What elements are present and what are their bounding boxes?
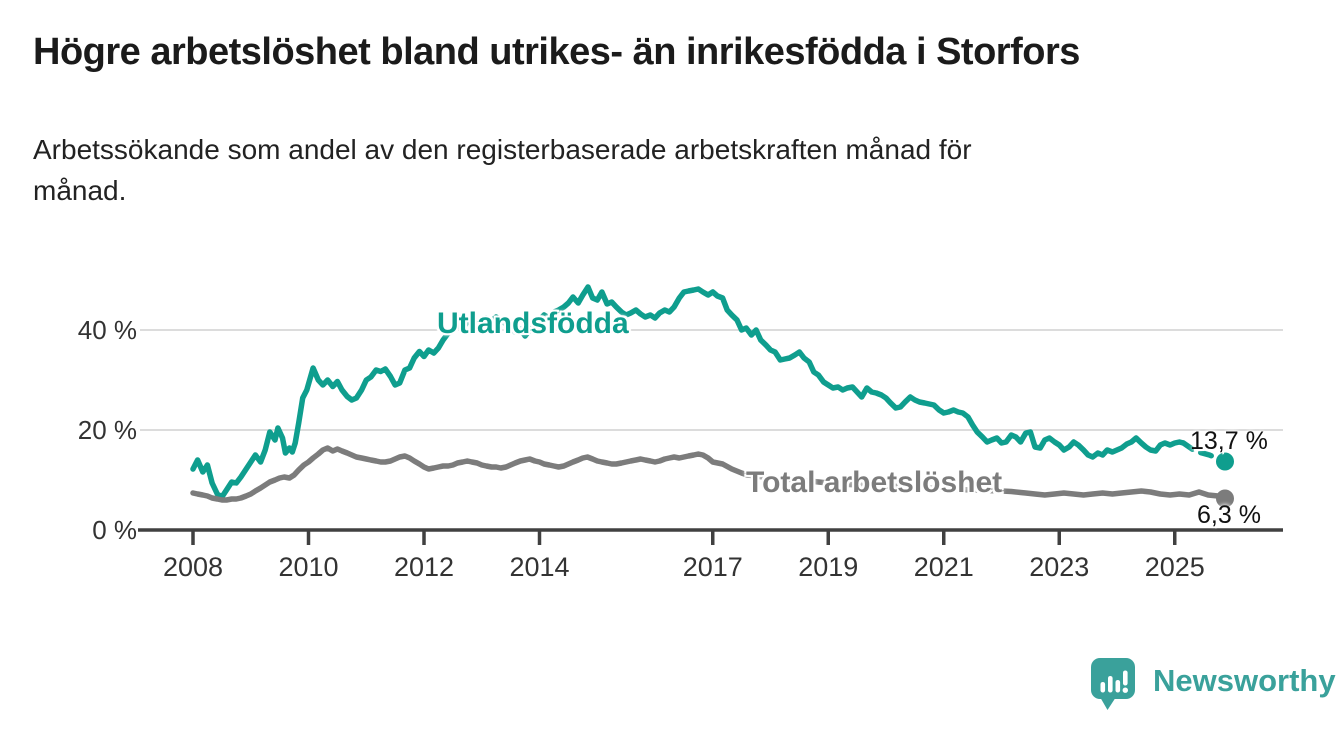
x-axis-tick-label: 2017 <box>683 552 743 582</box>
logo-exclamation-bar <box>1123 670 1128 686</box>
x-axis-tick-label: 2008 <box>163 552 223 582</box>
x-axis-tick-label: 2023 <box>1029 552 1089 582</box>
x-axis-tick-label: 2025 <box>1145 552 1205 582</box>
subtitle-line-2: månad. <box>33 174 127 206</box>
logo-bar-2 <box>1108 676 1113 693</box>
series-label-utlandsfodda: Utlandsfödda <box>437 307 629 340</box>
logo-bubble-tail <box>1100 697 1116 710</box>
end-value-label-utlandsfodda: 13,7 % <box>1190 427 1268 455</box>
end-value-label-total: 6,3 % <box>1197 501 1261 529</box>
newsworthy-logo-text: Newsworthy <box>1153 663 1336 698</box>
latest-value-dot <box>1215 452 1234 471</box>
y-axis-tick-label: 40 % <box>78 315 137 345</box>
logo-exclamation-dot <box>1122 687 1128 693</box>
x-axis-tick-label: 2012 <box>394 552 454 582</box>
logo-bar-3 <box>1115 680 1121 693</box>
series-label-total-arbetsloshet: Total arbetslöshet <box>746 466 1003 499</box>
newsworthy-logo[interactable]: Newsworthy <box>1090 657 1336 715</box>
x-axis-tick-label: 2019 <box>798 552 858 582</box>
page-title: Högre arbetslöshet bland utrikes- än inr… <box>33 31 1080 73</box>
logo-bar-1 <box>1100 682 1106 693</box>
series-line-utlandsf-dda <box>190 284 1187 500</box>
subtitle-line-1: Arbetssökande som andel av den registerb… <box>33 134 972 165</box>
series-line-total-arbetsl-shet <box>190 445 1228 503</box>
latest-value-dot <box>1215 489 1234 508</box>
y-axis-tick-label: 0 % <box>92 515 137 545</box>
y-axis-tick-label: 20 % <box>78 415 137 445</box>
x-axis-tick-label: 2014 <box>509 552 569 582</box>
logo-bubble <box>1091 658 1135 699</box>
page-subtitle: Arbetssökande som andel av den registerb… <box>33 130 972 211</box>
x-axis-tick-label: 2010 <box>278 552 338 582</box>
newsworthy-logo-icon <box>1091 658 1135 710</box>
x-axis-tick-label: 2021 <box>914 552 974 582</box>
